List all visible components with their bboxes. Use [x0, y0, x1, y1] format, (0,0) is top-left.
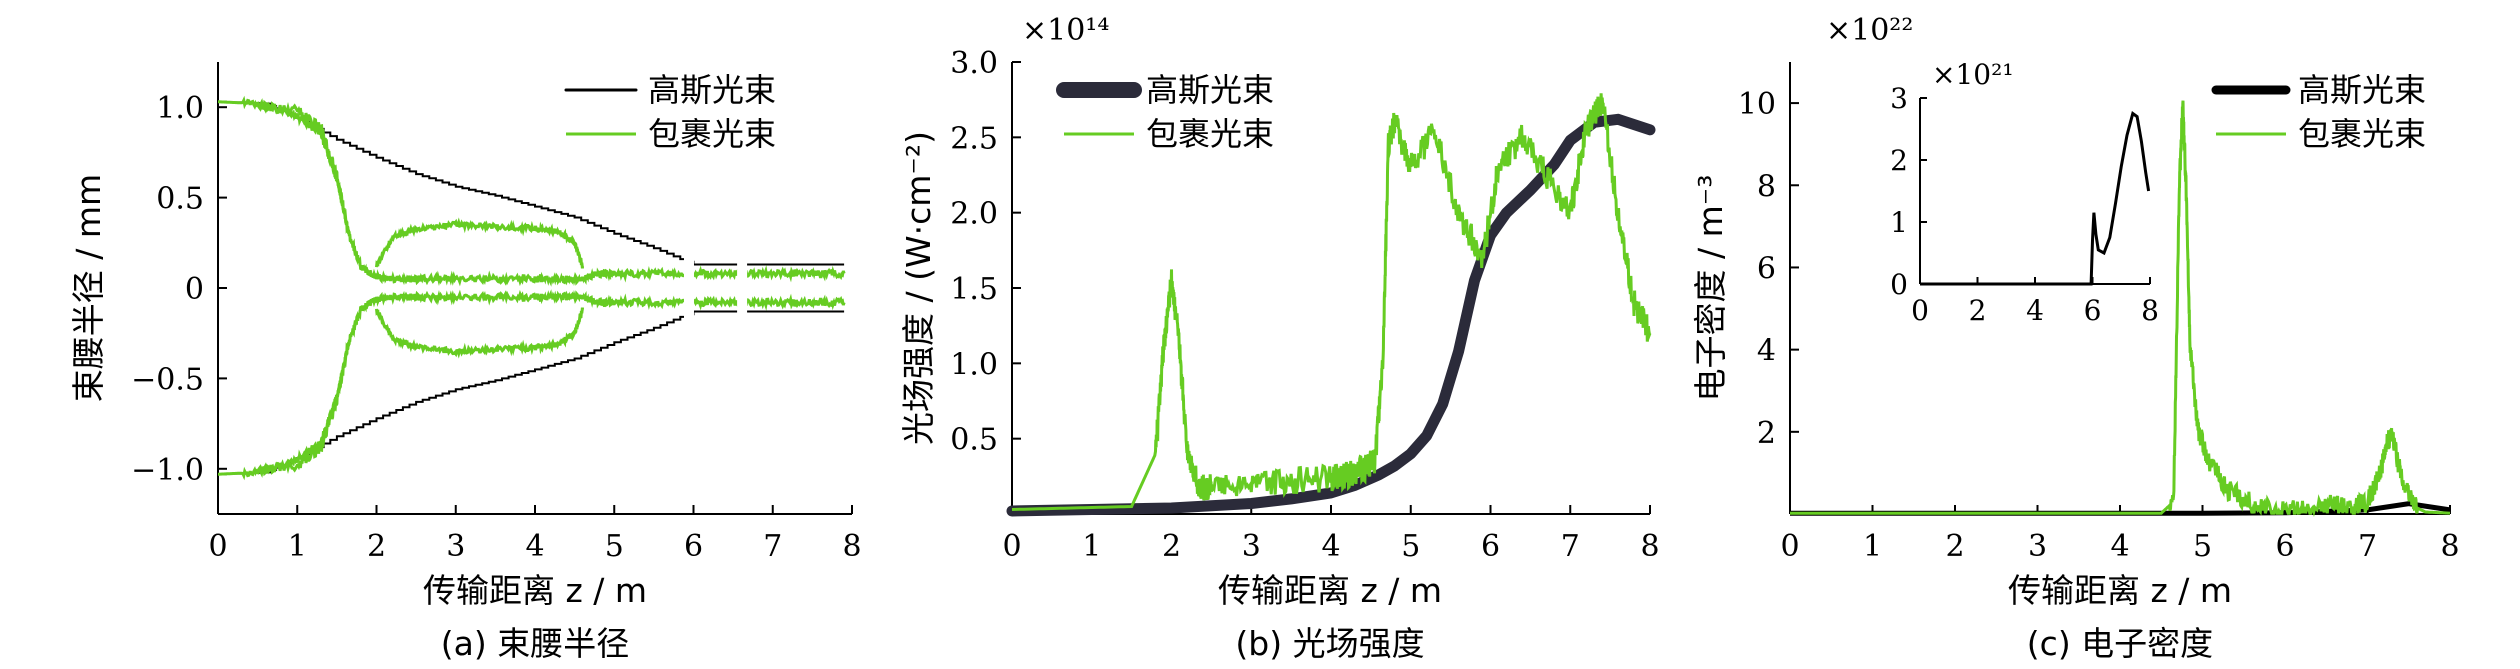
gap-mark — [737, 251, 748, 325]
x-tick-label: 6 — [1481, 529, 1500, 564]
x-tick-label: 4 — [2110, 529, 2129, 564]
series-wrapped — [1011, 93, 1652, 511]
y-tick-label: 1.5 — [950, 272, 998, 307]
x-tick-label: 4 — [1321, 529, 1340, 564]
inset-y-tick-label: 1 — [1890, 206, 1908, 239]
x-tick-label: 8 — [1640, 529, 1659, 564]
x-tick-label: 5 — [2193, 529, 2212, 564]
x-tick-label: 8 — [842, 529, 861, 564]
x-tick-label: 7 — [1561, 529, 1580, 564]
panel-light-intensity: 0 1 2 3 4 5 6 7 8 0.5 1.0 1.5 2.0 2.5 3.0 ×10¹⁴ 高斯光束包裹光束… — [899, 13, 1660, 663]
inset-y-tick-label: 3 — [1890, 82, 1908, 115]
y-tick-label: 3.0 — [950, 46, 998, 81]
y-tick-label: −0.5 — [131, 362, 204, 397]
multiplier-label: ×10²² — [1826, 13, 1913, 48]
x-tick-label: 2 — [1162, 529, 1181, 564]
x-tick-label: 7 — [763, 529, 782, 564]
y-axis-label: 电子密度 / m⁻³ — [1691, 175, 1730, 402]
x-tick-label: 0 — [208, 529, 227, 564]
y-tick-label: 2 — [1757, 416, 1776, 451]
series-wrapped-early-lower — [256, 341, 351, 475]
x-tick-label: 3 — [2028, 529, 2047, 564]
y-tick-label: 2.5 — [950, 121, 998, 156]
x-tick-label: 6 — [2275, 529, 2294, 564]
x-tick-label: 1 — [288, 529, 307, 564]
y-tick-label: 0 — [185, 272, 204, 307]
inset-multiplier-label: ×10²¹ — [1932, 58, 2014, 91]
inset-x-tick-label: 0 — [1911, 294, 1929, 327]
x-tick-label: 3 — [1242, 529, 1261, 564]
panel-caption: (b) 光场强度 — [1235, 624, 1424, 663]
x-tick-label: 1 — [1863, 529, 1882, 564]
series-wrapped — [1790, 100, 2451, 518]
panel-caption: (a) 束腰半径 — [441, 624, 629, 663]
y-tick-label: 4 — [1757, 334, 1776, 369]
series-wrapped-inner-lower — [375, 307, 584, 359]
y-tick-label: 0.5 — [950, 423, 998, 458]
y-tick-label: 0.5 — [156, 182, 204, 217]
gap-mark — [683, 251, 694, 325]
y-tick-label: 1.0 — [156, 91, 204, 126]
legend-label-gauss: 高斯光束 — [2298, 71, 2426, 109]
y-tick-label: 1.0 — [950, 347, 998, 382]
x-tick-label: 3 — [446, 529, 465, 564]
legend-label-wrapped: 包裹光束 — [1146, 115, 1274, 153]
y-axis-label: 束腰半径 / mm — [69, 174, 108, 402]
inset-x-tick-label: 4 — [2026, 294, 2044, 327]
x-tick-label: 8 — [2440, 529, 2459, 564]
inset-y-tick-label: 0 — [1890, 268, 1908, 301]
y-tick-label: −1.0 — [131, 453, 204, 488]
inset-x-tick-label: 8 — [2141, 294, 2159, 327]
x-axis-label: 传输距离 z / m — [1218, 571, 1442, 610]
y-tick-label: 8 — [1757, 169, 1776, 204]
y-tick-label: 10 — [1738, 87, 1776, 122]
inset-x-tick-label: 6 — [2084, 294, 2102, 327]
x-axis-label: 传输距离 z / m — [2008, 571, 2232, 610]
legend-label-gauss: 高斯光束 — [648, 71, 776, 109]
x-tick-label: 0 — [1002, 529, 1021, 564]
y-axis-label: 光场强度 / (W·cm⁻²) — [899, 131, 938, 445]
x-tick-label: 5 — [1401, 529, 1420, 564]
inset-y-tick-label: 2 — [1890, 144, 1908, 177]
x-tick-label: 4 — [525, 529, 544, 564]
x-axis-label: 传输距离 z / m — [423, 571, 647, 610]
x-tick-label: 2 — [1945, 529, 1964, 564]
x-tick-label: 1 — [1082, 529, 1101, 564]
legend-label-wrapped: 包裹光束 — [648, 115, 776, 153]
series-wrapped-early-upper — [256, 101, 351, 235]
x-tick-label: 2 — [367, 529, 386, 564]
x-tick-label: 5 — [605, 529, 624, 564]
legend-label-gauss: 高斯光束 — [1146, 71, 1274, 109]
legend-label-wrapped: 包裹光束 — [2298, 115, 2426, 153]
y-tick-label: 2.0 — [950, 197, 998, 232]
series-wrapped-lower — [218, 289, 846, 481]
inset-series-gauss — [1920, 111, 2151, 286]
multiplier-label: ×10¹⁴ — [1022, 13, 1109, 48]
x-tick-label: 0 — [1780, 529, 1799, 564]
inset-x-tick-label: 2 — [1969, 294, 1987, 327]
x-tick-label: 7 — [2358, 529, 2377, 564]
x-tick-label: 6 — [684, 529, 703, 564]
series-gauss — [1006, 113, 1656, 517]
panel-caption: (c) 电子密度 — [2027, 624, 2213, 663]
y-tick-label: 6 — [1757, 251, 1776, 286]
series-wrapped-inner-upper — [375, 217, 584, 269]
